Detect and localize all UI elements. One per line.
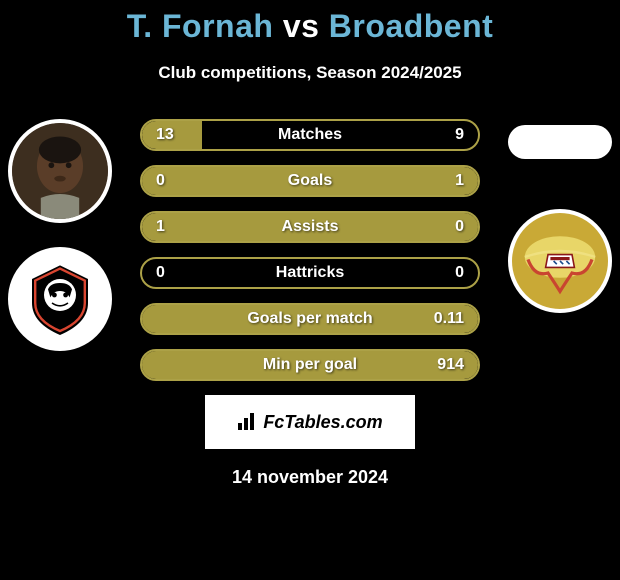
- chart-bars-icon: [237, 413, 259, 431]
- player1-club-badge: [8, 247, 112, 351]
- left-avatars: [8, 119, 112, 375]
- stat-label: Goals: [288, 172, 332, 190]
- stat-label: Assists: [282, 218, 339, 236]
- date-label: 14 november 2024: [0, 467, 620, 488]
- stats-block: 13 Matches 9 0 Goals 1 1 Assists 0 0 Hattricks 0 Goa…: [140, 119, 480, 381]
- stat-row: 0 Hattricks 0: [140, 257, 480, 289]
- player2-name: Broadbent: [329, 8, 494, 44]
- stat-value-right: 9: [455, 126, 464, 144]
- stat-value-left: 13: [156, 126, 174, 144]
- player1-avatar: [8, 119, 112, 223]
- stat-label: Matches: [278, 126, 342, 144]
- watermark-label: FcTables.com: [263, 412, 382, 433]
- watermark-text: FcTables.com: [237, 412, 382, 433]
- stat-value-left: 0: [156, 264, 165, 282]
- main-area: 13 Matches 9 0 Goals 1 1 Assists 0 0 Hattricks 0 Goa…: [0, 119, 620, 488]
- stat-value-right: 0.11: [434, 310, 464, 328]
- club2-icon: [520, 221, 600, 301]
- watermark: FcTables.com: [205, 395, 415, 449]
- page-title: T. Fornah vs Broadbent: [0, 8, 620, 45]
- stat-row: 0 Goals 1: [140, 165, 480, 197]
- stat-row: 1 Assists 0: [140, 211, 480, 243]
- stat-row: 13 Matches 9: [140, 119, 480, 151]
- stat-label: Goals per match: [247, 310, 372, 328]
- subtitle: Club competitions, Season 2024/2025: [0, 63, 620, 83]
- stat-value-right: 914: [437, 356, 464, 374]
- comparison-card: T. Fornah vs Broadbent Club competitions…: [0, 0, 620, 488]
- stat-value-left: 0: [156, 172, 165, 190]
- stat-value-right: 1: [455, 172, 464, 190]
- stat-label: Min per goal: [263, 356, 357, 374]
- stat-label: Hattricks: [276, 264, 344, 282]
- stat-row: Min per goal 914: [140, 349, 480, 381]
- stat-value-right: 0: [455, 218, 464, 236]
- player2-club-badge: [508, 209, 612, 313]
- club1-icon: [20, 259, 100, 339]
- right-avatars: [508, 119, 612, 337]
- vs-label: vs: [283, 8, 320, 44]
- player1-face-icon: [12, 123, 108, 219]
- stat-value-left: 1: [156, 218, 165, 236]
- stat-value-right: 0: [455, 264, 464, 282]
- stat-row: Goals per match 0.11: [140, 303, 480, 335]
- player1-name: T. Fornah: [127, 8, 274, 44]
- player2-avatar: [508, 125, 612, 159]
